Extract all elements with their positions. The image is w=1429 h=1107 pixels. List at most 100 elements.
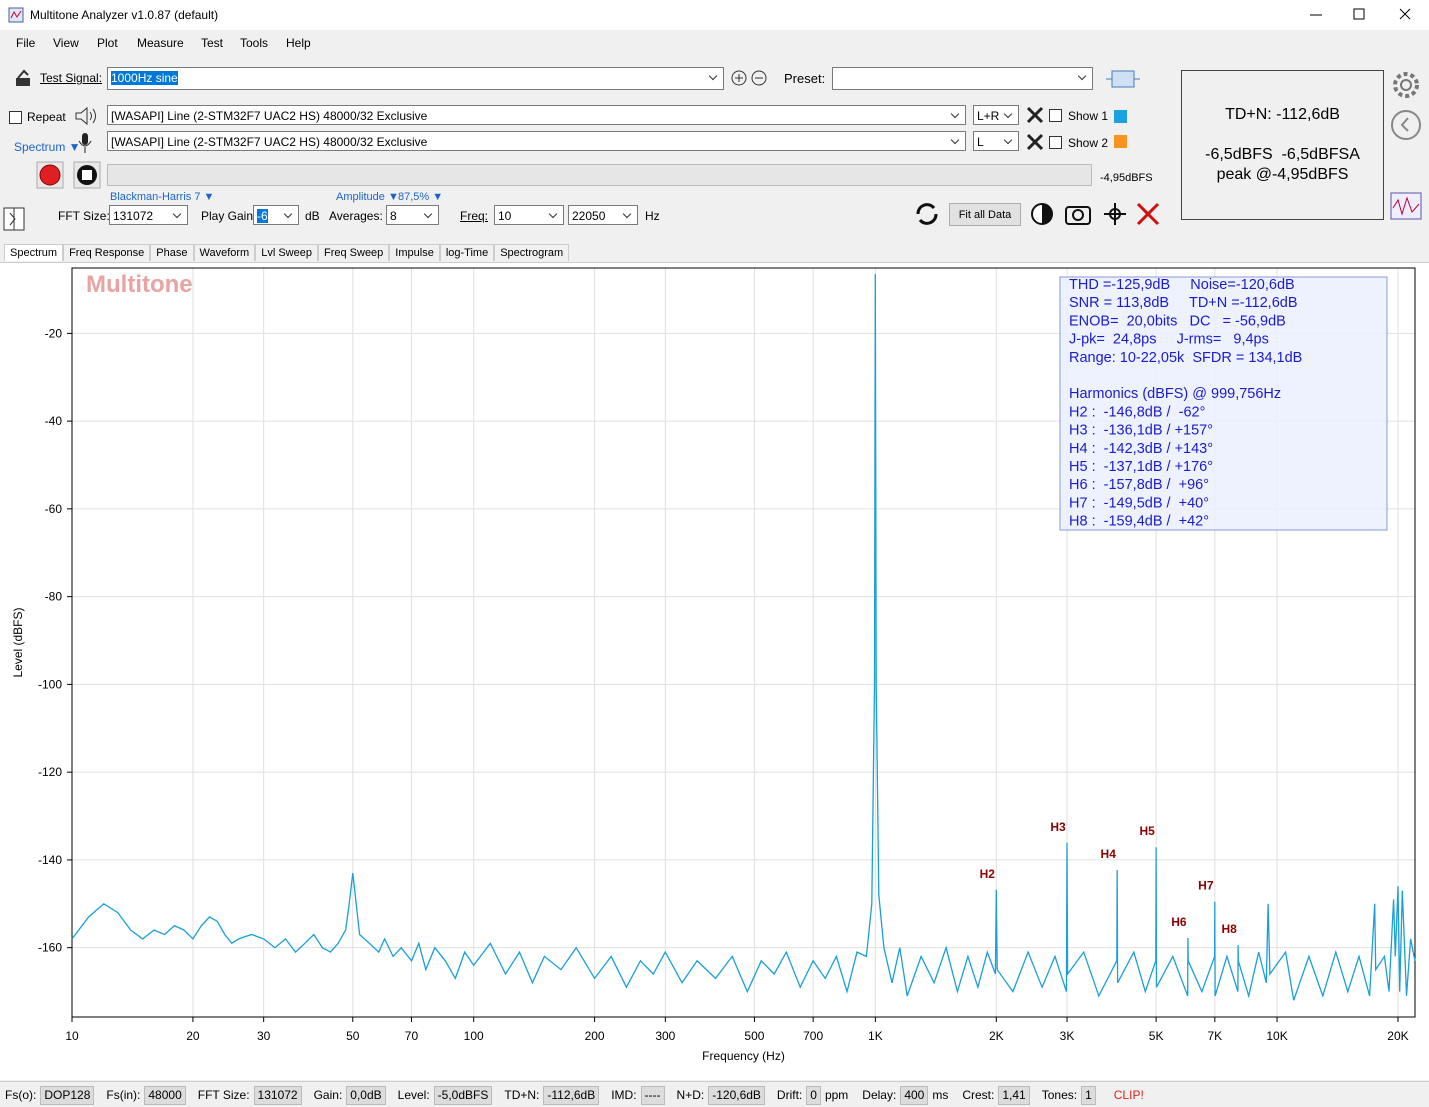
x-tick-label: 3K [1060,1029,1075,1043]
x-tick-label: 20K [1387,1029,1408,1043]
show1-label: Show 1 [1068,109,1109,123]
test-signal-select[interactable]: 1000Hz sine [107,67,724,90]
x-tick-label: 1K [868,1029,883,1043]
clip-indicator: CLIP! [1113,1088,1144,1102]
spectrum-line [71,274,1416,1001]
output-device-select[interactable]: [WASAPI] Line (2-STM32F7 UAC2 HS) 48000/… [107,105,966,125]
watermark: Multitone [86,271,193,298]
harmonic-line: H6 : -157,8dB / +96° [1069,477,1209,493]
status-value: -5,0dBFS [433,1085,493,1105]
spectrum-chart: -20 -40 -60 -80 -100 -120 -140 -160 10 20 30 50 70 10… [11,267,1416,1063]
harmonic-label: H4 [1101,847,1117,861]
tab[interactable]: Freq Sweep [317,244,390,261]
mode-selector[interactable]: Spectrum ▼ [14,140,81,154]
status-value: ---- [640,1085,665,1105]
harmonic-label: H7 [1198,879,1214,893]
speaker-icon [75,106,96,126]
harmonic-line: H2 : -146,8dB / -62° [1069,404,1205,420]
add-remove-icons[interactable] [730,69,770,89]
title-bar [0,0,1429,30]
x-tick-label: 10 [65,1029,79,1043]
result-level: -6,5dBFS -6,5dBFSA [1205,146,1360,163]
menu-item[interactable]: Tools [240,36,269,50]
amplitude-selector[interactable]: Amplitude ▼ [336,191,399,203]
status-label: Tones: [1041,1088,1078,1102]
level-meter [107,164,1092,186]
test-signal-value: 1000Hz sine [111,71,178,85]
record-stop-buttons[interactable] [36,161,102,189]
tab-bar: Spectrum Freq Response Phase Waveform Lvl Sw… [4,244,570,261]
play-gain-label: Play Gain: [201,209,257,223]
amplitude-value[interactable]: 87,5% ▼ [398,191,444,203]
test-signal-label: Test Signal: [40,71,103,85]
status-label: IMD: [611,1088,637,1102]
tab[interactable]: Freq Response [63,244,151,261]
side-icons[interactable] [1388,68,1426,224]
menu-item[interactable]: Test [201,36,224,50]
repeat-checkbox[interactable] [9,111,22,124]
status-value: 131072 [253,1085,302,1105]
show1-checkbox[interactable] [1049,109,1062,122]
input-device-select[interactable]: [WASAPI] Line (2-STM32F7 UAC2 HS) 48000/… [107,131,966,151]
menu-item[interactable]: Plot [97,36,118,50]
fit-all-button[interactable]: Fit all Data [949,203,1021,226]
menu-item[interactable]: Help [286,36,311,50]
window-controls[interactable] [1300,0,1429,30]
tools-icon-2[interactable] [1026,133,1044,151]
show2-checkbox[interactable] [1049,136,1062,149]
harmonic-label: H8 [1221,922,1237,936]
input-channel-select[interactable]: L [973,131,1019,151]
measurement-line: Range: 10-22,05k SFDR = 134,1dB [1069,350,1302,366]
tab[interactable]: Impulse [389,244,440,261]
tab[interactable]: Phase [150,244,194,261]
panel-toggle[interactable] [3,207,25,231]
preset-label: Preset: [784,71,826,86]
menu-item[interactable]: View [53,36,79,50]
measurement-line: SNR = 113,8dB TD+N =-112,6dB [1069,295,1298,311]
y-tick-label: -40 [45,414,63,428]
tab[interactable]: Spectrum [4,244,64,261]
freq-unit: Hz [645,209,660,223]
menu-item[interactable]: Measure [137,36,184,50]
show2-color[interactable] [1114,135,1127,148]
output-device: [WASAPI] Line (2-STM32F7 UAC2 HS) 48000/… [111,109,428,123]
fft-size-select[interactable]: 131072 [109,205,188,225]
plot-tool-icons[interactable] [1028,200,1164,228]
input-device: [WASAPI] Line (2-STM32F7 UAC2 HS) 48000/… [111,135,428,149]
tab[interactable]: log-Time [439,244,495,261]
measurement-line: THD =-125,9dB Noise=-120,6dB [1069,277,1295,293]
harmonic-line: H7 : -149,5dB / +40° [1069,495,1209,511]
play-gain-select[interactable]: -6 [253,205,299,225]
tab[interactable]: Lvl Sweep [255,244,318,261]
status-label: Fs(o): [5,1088,37,1102]
x-tick-label: 5K [1149,1029,1164,1043]
preset-select[interactable] [832,67,1093,90]
tab[interactable]: Spectrogram [494,244,570,261]
freq-from-select[interactable]: 10 [494,205,564,225]
result-peak: peak @-4,95dBFS [1216,166,1349,183]
harmonic-line: H4 : -142,3dB / +143° [1069,441,1213,457]
show1-color[interactable] [1114,110,1127,123]
freq-from: 10 [498,209,512,223]
status-label: Gain: [313,1088,343,1102]
x-tick-label: 30 [257,1029,271,1043]
refresh-icon[interactable] [912,200,942,228]
harmonic-label: H3 [1050,820,1066,834]
x-tick-label: 10K [1266,1029,1287,1043]
averages: 8 [390,209,397,223]
tab[interactable]: Waveform [193,244,256,261]
output-channel-select[interactable]: L+R [973,105,1019,125]
status-label: Fs(in): [106,1088,141,1102]
play-gain-unit: dB [305,209,320,223]
averages-select[interactable]: 8 [386,205,439,225]
window-fn-selector[interactable]: Blackman-Harris 7 ▼ [110,191,215,203]
y-tick-label: -60 [45,502,63,516]
tools-icon[interactable] [1026,106,1044,124]
status-value: 0 [806,1085,821,1105]
x-tick-label: 20 [186,1029,200,1043]
harmonic-label: H5 [1139,824,1155,838]
freq-to-select[interactable]: 22050 [568,205,638,225]
d-icon[interactable] [1104,67,1142,91]
menu-item[interactable]: File [16,36,36,50]
plot-frame [71,267,1416,1018]
